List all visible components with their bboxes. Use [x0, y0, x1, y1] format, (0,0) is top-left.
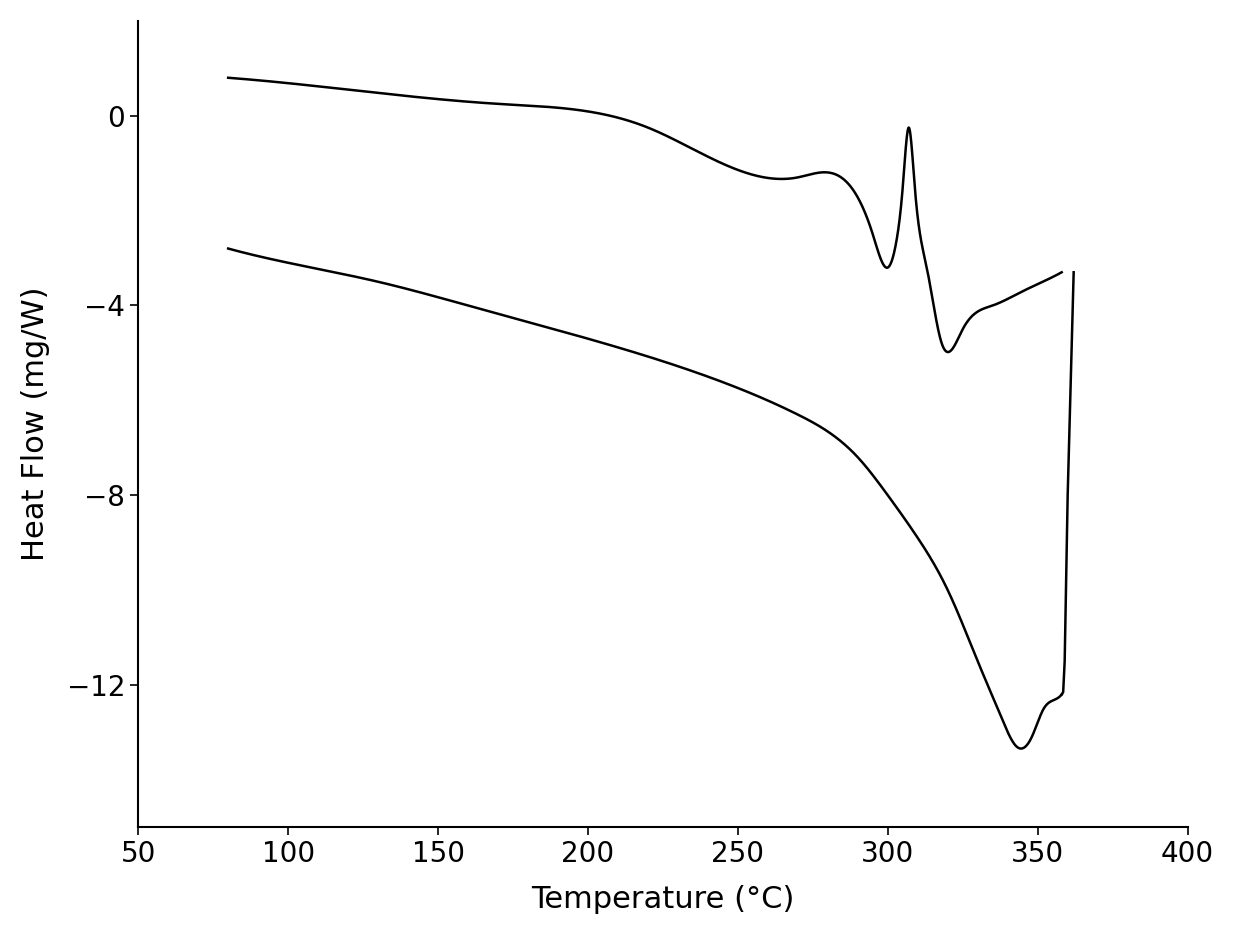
X-axis label: Temperature (°C): Temperature (°C) — [531, 885, 794, 914]
Y-axis label: Heat Flow (mg/W): Heat Flow (mg/W) — [21, 287, 49, 561]
